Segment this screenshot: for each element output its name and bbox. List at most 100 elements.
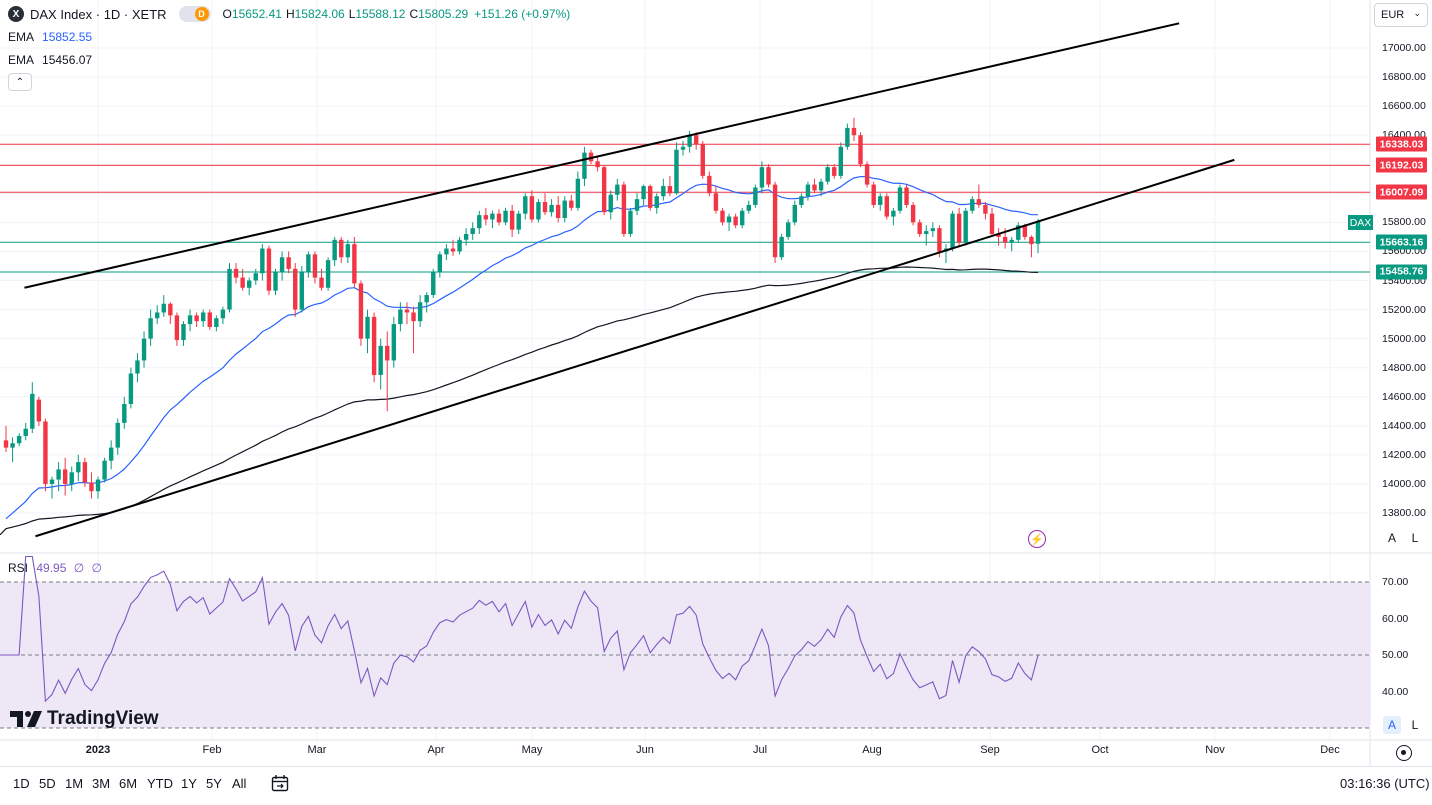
time-tick-label: May	[521, 744, 543, 756]
rsi-tick-label: 70.00	[1382, 576, 1409, 588]
calendar-icon[interactable]	[270, 773, 290, 793]
auto-scale-button[interactable]: A	[1387, 531, 1396, 545]
candle-body	[766, 167, 771, 185]
candle-body	[792, 204, 797, 223]
rsi-value: 49.95	[36, 561, 67, 575]
price-tick-label: 15800.00	[1382, 216, 1426, 229]
currency-label: EUR	[1381, 9, 1405, 21]
delayed-badge-d: D	[194, 7, 209, 21]
ema-fast-legend[interactable]: EMA 15852.55	[8, 30, 92, 44]
candle-body	[371, 316, 377, 375]
candle-body	[838, 146, 844, 176]
bottom-toolbar	[0, 766, 1432, 805]
candle-body	[404, 309, 410, 313]
candle-body	[437, 254, 443, 272]
candle-body	[858, 135, 863, 165]
reset-scale-icon[interactable]	[1396, 745, 1412, 761]
candle-body	[3, 440, 9, 448]
range-button-5d[interactable]: 5D	[39, 776, 56, 791]
candlestick-series	[3, 117, 1041, 499]
candle-body	[746, 204, 751, 211]
ema-slow-path	[0, 266, 1039, 536]
collapse-legend-button[interactable]: ⌃	[8, 73, 32, 91]
currency-select[interactable]: EUR ⌄	[1374, 3, 1428, 27]
price-tick-label: 15000.00	[1382, 332, 1426, 345]
candle-body	[845, 127, 850, 147]
candle-body	[233, 268, 239, 278]
candle-body	[490, 213, 495, 220]
price-tick-label: 14800.00	[1382, 361, 1426, 374]
level-price-tag[interactable]: 16338.03	[1376, 136, 1427, 152]
horizontal-levels[interactable]	[0, 143, 1370, 273]
candle-body	[996, 234, 1001, 237]
low-label: L	[348, 7, 356, 21]
candle-body	[82, 462, 88, 483]
range-button-ytd[interactable]: YTD	[147, 776, 173, 791]
candle-body	[601, 167, 607, 213]
chart-canvas[interactable]	[0, 0, 1432, 766]
range-button-3m[interactable]: 3M	[92, 776, 111, 791]
symbol-title[interactable]: DAX Index · 1D · XETR	[30, 6, 167, 22]
ema-slow-legend[interactable]: EMA 15456.07	[8, 53, 92, 67]
range-button-6m[interactable]: 6M	[119, 776, 138, 791]
candle-body	[549, 204, 554, 213]
time-tick-label: Mar	[307, 744, 327, 756]
candle-body	[910, 204, 916, 223]
candle-body	[95, 479, 101, 492]
candle-body	[391, 324, 397, 361]
time-tick-label: Jun	[636, 744, 654, 756]
tradingview-logo[interactable]: TradingView	[10, 708, 159, 730]
range-button-1d[interactable]: 1D	[13, 776, 30, 791]
candle-body	[930, 228, 936, 232]
level-price-tag[interactable]: 16007.09	[1376, 184, 1427, 200]
candle-body	[851, 127, 857, 136]
candle-body	[555, 204, 561, 219]
price-tick-label: 17000.00	[1382, 42, 1426, 54]
candle-body	[582, 152, 587, 179]
candle-body	[293, 268, 298, 310]
candle-body	[477, 215, 482, 229]
candle-body	[168, 303, 173, 316]
candle-body	[365, 316, 370, 339]
rsi-tick-label: 40.00	[1382, 685, 1409, 698]
channel-lower-line	[35, 158, 1235, 538]
range-button-1y[interactable]: 1Y	[181, 776, 197, 791]
trend-channel[interactable]	[24, 22, 1235, 538]
candle-body	[713, 193, 719, 211]
candle-body	[16, 435, 22, 444]
candle-body	[352, 244, 357, 284]
candle-body	[864, 164, 870, 185]
open-label: O	[222, 7, 232, 21]
candle-body	[411, 312, 416, 322]
candle-body	[812, 184, 817, 191]
chevron-up-icon: ⌃	[15, 76, 25, 88]
candle-body	[1016, 225, 1021, 240]
level-price-tag[interactable]: 15458.76	[1376, 264, 1427, 280]
rsi-log-scale-button[interactable]: L	[1411, 718, 1419, 732]
tradingview-logo-text: TradingView	[47, 708, 159, 729]
flash-icon[interactable]: ⚡	[1028, 530, 1046, 548]
rsi-auto-scale-button[interactable]: A	[1383, 716, 1401, 734]
utc-clock[interactable]: 03:16:36 (UTC)	[1340, 776, 1430, 791]
candle-body	[306, 254, 311, 272]
range-button-5y[interactable]: 5Y	[206, 776, 222, 791]
change-value: +151.26 (+0.97%)	[474, 7, 571, 21]
candle-body	[542, 202, 548, 213]
candle-body	[286, 257, 291, 269]
range-button-1m[interactable]: 1M	[65, 776, 84, 791]
candle-body	[693, 135, 699, 144]
candle-body	[174, 315, 180, 341]
candle-body	[956, 213, 962, 243]
candle-body	[135, 360, 140, 374]
candle-body	[319, 277, 324, 288]
candle-body	[36, 399, 42, 422]
candle-body	[30, 393, 35, 429]
level-price-tag[interactable]: 15663.16	[1376, 234, 1427, 250]
range-button-all[interactable]: All	[232, 776, 247, 791]
candle-body	[141, 338, 147, 361]
candle-body	[200, 312, 206, 322]
log-scale-button[interactable]: L	[1411, 531, 1419, 545]
level-price-tag[interactable]: 16192.03	[1376, 157, 1427, 173]
rsi-legend[interactable]: RSI 49.95 ∅ ∅	[8, 561, 102, 575]
symbol-legend[interactable]: X DAX Index · 1D · XETR D O 15652.41 H 158…	[8, 6, 570, 22]
